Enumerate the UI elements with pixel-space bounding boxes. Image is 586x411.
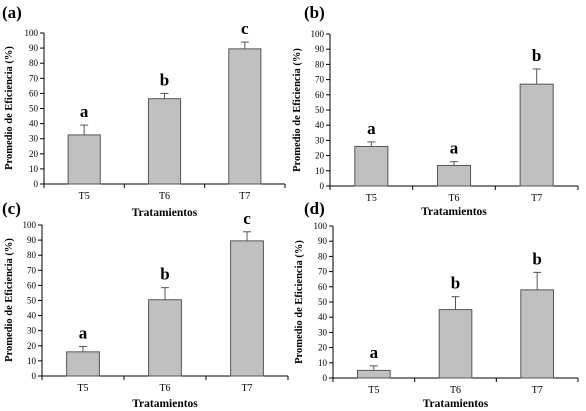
y-tick-label: 40 [27, 311, 37, 321]
y-tick-label: 20 [315, 151, 325, 161]
y-tick-label: 70 [315, 75, 325, 85]
y-tick-label: 70 [318, 267, 328, 277]
y-tick-label: 0 [34, 179, 39, 189]
y-tick-label: 30 [315, 135, 325, 145]
y-axis-title: Promedio de Eficiencia (%) [294, 240, 305, 364]
y-tick-label: 10 [315, 166, 325, 176]
significance-letter: b [532, 46, 541, 65]
y-tick-label: 30 [29, 134, 39, 144]
y-tick-label: 100 [314, 221, 328, 231]
y-tick-label: 40 [29, 119, 39, 129]
x-tick-label: T6 [159, 383, 170, 394]
y-tick-label: 10 [318, 358, 328, 368]
y-tick-label: 20 [318, 343, 328, 353]
x-axis-title: Tratamientos [421, 206, 487, 218]
y-tick-label: 10 [29, 164, 39, 174]
y-tick-label: 50 [29, 104, 39, 114]
y-tick-label: 0 [32, 371, 37, 381]
x-axis-title: Tratamientos [132, 398, 198, 410]
bar [438, 309, 473, 379]
bar [436, 164, 472, 187]
y-tick-label: 100 [23, 220, 37, 230]
x-tick-label: T5 [79, 191, 90, 202]
significance-letter: b [160, 265, 169, 284]
significance-letter: b [451, 274, 460, 293]
significance-letter: a [367, 119, 376, 138]
bar [519, 83, 554, 187]
x-tick-label: T7 [531, 193, 542, 204]
significance-letter: b [532, 249, 541, 268]
significance-letter: c [243, 209, 251, 228]
y-tick-label: 0 [320, 181, 325, 191]
bar [147, 98, 182, 185]
y-tick-label: 60 [315, 90, 325, 100]
x-tick-label: T6 [450, 385, 461, 396]
chart-panel: (d) 0 10 20 30 40 50 60 70 80 90 100 a T5 b T6 b T7 Tratam… [294, 199, 579, 410]
y-axis-title: Promedio de Eficiencia (%) [4, 46, 15, 170]
y-tick-label: 40 [318, 312, 328, 322]
panel-label: (b) [304, 3, 325, 22]
significance-letter: a [370, 343, 379, 362]
y-tick-label: 60 [29, 88, 39, 98]
significance-letter: a [80, 102, 89, 121]
x-tick-label: T5 [366, 193, 377, 204]
y-tick-label: 80 [29, 58, 39, 68]
y-tick-label: 80 [315, 59, 325, 69]
bar [228, 48, 262, 185]
y-tick-label: 80 [27, 250, 37, 260]
bar [67, 134, 101, 185]
y-tick-label: 60 [27, 280, 37, 290]
x-axis-title: Tratamientos [132, 207, 198, 219]
bar [148, 299, 182, 377]
chart-panel: (b) 0 10 20 30 40 50 60 70 80 90 100 a T5 a T6 b T7 Tratam… [292, 3, 579, 218]
x-tick-label: T5 [77, 383, 88, 394]
significance-letter: a [450, 139, 459, 158]
x-tick-label: T6 [448, 193, 459, 204]
y-tick-label: 100 [25, 28, 39, 38]
y-tick-label: 80 [318, 251, 328, 261]
chart-panel: (a) 0 10 20 30 40 50 60 70 80 90 100 a T5 b T6 c T7 Tratam… [2, 3, 286, 219]
panel-label: (d) [304, 199, 325, 218]
significance-letter: c [241, 19, 249, 38]
y-tick-label: 30 [318, 327, 328, 337]
bar [357, 369, 391, 379]
x-axis-title: Tratamientos [423, 398, 489, 410]
bar [66, 351, 100, 377]
y-tick-label: 100 [311, 29, 325, 39]
y-tick-label: 50 [27, 296, 37, 306]
y-tick-label: 90 [29, 43, 39, 53]
chart-panel: (c) 0 10 20 30 40 50 60 70 80 90 100 a T5 b T6 c T7 Tratam… [2, 199, 289, 410]
y-tick-label: 20 [29, 149, 39, 159]
y-tick-label: 90 [27, 235, 37, 245]
y-tick-label: 0 [323, 373, 328, 383]
y-axis-title: Promedio de Eficiencia (%) [292, 48, 303, 172]
y-tick-label: 50 [315, 105, 325, 115]
x-tick-label: T5 [368, 385, 379, 396]
y-tick-label: 10 [27, 356, 37, 366]
x-tick-label: T6 [159, 191, 170, 202]
x-tick-label: T7 [532, 385, 543, 396]
y-tick-label: 90 [315, 44, 325, 54]
y-tick-label: 20 [27, 341, 37, 351]
y-tick-label: 30 [27, 326, 37, 336]
x-tick-label: T7 [239, 191, 250, 202]
y-tick-label: 70 [29, 73, 39, 83]
x-tick-label: T7 [241, 383, 252, 394]
y-tick-label: 40 [315, 120, 325, 130]
y-tick-label: 50 [318, 297, 328, 307]
panel-label: (c) [2, 199, 21, 218]
y-tick-label: 70 [27, 265, 37, 275]
bar [520, 289, 554, 379]
y-tick-label: 60 [318, 282, 328, 292]
bar [230, 240, 264, 377]
significance-letter: b [160, 70, 169, 89]
y-tick-label: 90 [318, 236, 328, 246]
y-axis-title: Promedio de Eficiencia (%) [4, 238, 15, 362]
panel-label: (a) [2, 3, 22, 22]
bar [354, 145, 389, 187]
significance-letter: a [79, 324, 88, 343]
